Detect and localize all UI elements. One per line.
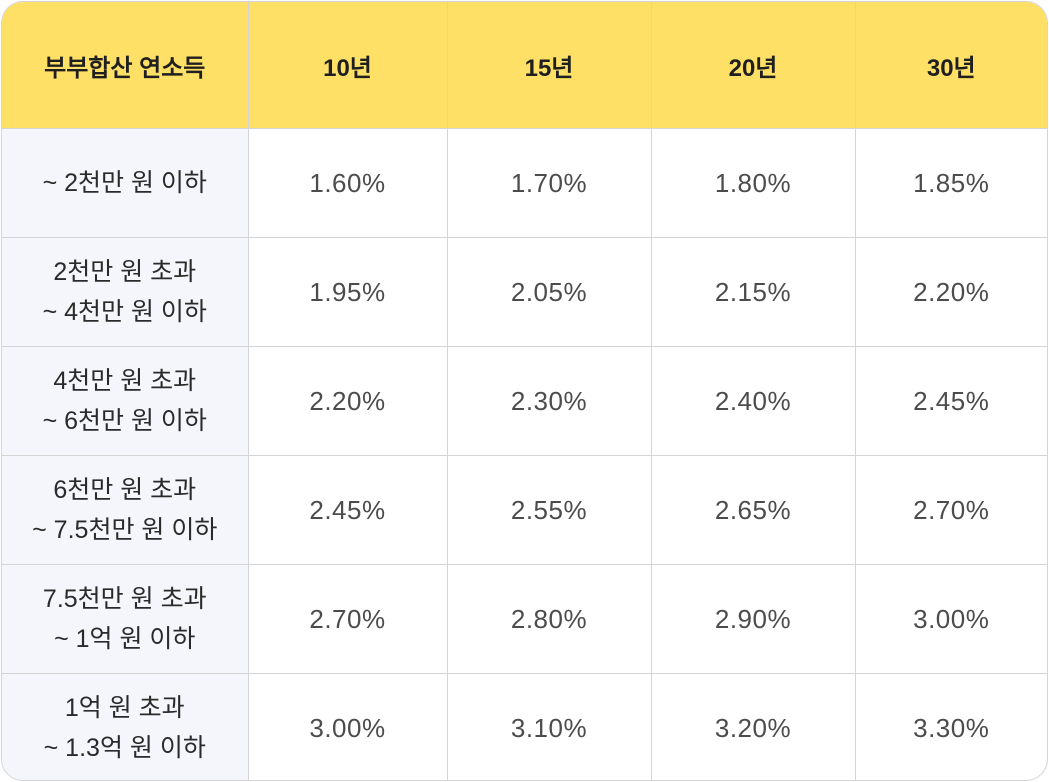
income-range-label: ~ 2천만 원 이하	[2, 128, 249, 238]
rate-cell: 2.15%	[651, 237, 856, 347]
rate-cell: 1.60%	[248, 128, 448, 238]
rate-cell: 1.85%	[855, 128, 1047, 238]
header-row: 부부합산 연소득 10년 15년 20년 30년	[2, 2, 1047, 129]
rate-cell: 3.00%	[248, 673, 448, 780]
income-range-label: 4천만 원 초과 ~ 6천만 원 이하	[2, 346, 249, 456]
income-range-label: 6천만 원 초과 ~ 7.5천만 원 이하	[2, 455, 249, 565]
label-line: ~ 1억 원 이하	[54, 625, 196, 653]
label-line: ~ 4천만 원 이하	[42, 298, 207, 326]
rate-cell: 2.40%	[651, 346, 856, 456]
table-row: 1억 원 초과 ~ 1.3억 원 이하 3.00% 3.10% 3.20% 3.…	[2, 673, 1047, 780]
label-line: ~ 1.3억 원 이하	[43, 734, 206, 763]
income-range-label: 2천만 원 초과 ~ 4천만 원 이하	[2, 237, 249, 347]
label-line: 7.5천만 원 초과	[42, 585, 207, 613]
table-row: 4천만 원 초과 ~ 6천만 원 이하 2.20% 2.30% 2.40% 2.…	[2, 346, 1047, 456]
header-10-years: 10년	[248, 2, 448, 129]
rate-cell: 3.10%	[447, 673, 652, 780]
label-line: 4천만 원 초과	[53, 367, 197, 395]
rate-cell: 2.55%	[447, 455, 652, 565]
header-15-years: 15년	[447, 2, 652, 129]
table-row: 6천만 원 초과 ~ 7.5천만 원 이하 2.45% 2.55% 2.65% …	[2, 455, 1047, 565]
rate-cell: 2.80%	[447, 564, 652, 674]
rate-cell: 1.95%	[248, 237, 448, 347]
income-range-label: 7.5천만 원 초과 ~ 1억 원 이하	[2, 564, 249, 674]
rate-cell: 3.20%	[651, 673, 856, 780]
label-line: ~ 7.5천만 원 이하	[32, 516, 218, 544]
rate-cell: 2.30%	[447, 346, 652, 456]
rate-cell: 1.80%	[651, 128, 856, 238]
header-30-years: 30년	[855, 2, 1047, 129]
rate-cell: 2.70%	[855, 455, 1047, 565]
label-line: 2천만 원 초과	[53, 258, 197, 286]
table-row: ~ 2천만 원 이하 1.60% 1.70% 1.80% 1.85%	[2, 128, 1047, 238]
label-line: ~ 6천만 원 이하	[42, 407, 207, 435]
header-income: 부부합산 연소득	[2, 2, 249, 129]
rate-cell: 2.90%	[651, 564, 856, 674]
table-row: 2천만 원 초과 ~ 4천만 원 이하 1.95% 2.05% 2.15% 2.…	[2, 237, 1047, 347]
income-range-label: 1억 원 초과 ~ 1.3억 원 이하	[2, 673, 249, 780]
rate-cell: 2.65%	[651, 455, 856, 565]
label-line: 6천만 원 초과	[53, 476, 197, 504]
rate-cell: 2.45%	[248, 455, 448, 565]
rate-cell: 2.05%	[447, 237, 652, 347]
rate-cell: 2.20%	[855, 237, 1047, 347]
rate-cell: 1.70%	[447, 128, 652, 238]
rate-cell: 2.70%	[248, 564, 448, 674]
rate-cell: 2.45%	[855, 346, 1047, 456]
label-line: ~ 2천만 원 이하	[42, 169, 207, 197]
rate-cell: 3.30%	[913, 712, 990, 743]
header-20-years: 20년	[651, 2, 856, 129]
label-line: 1억 원 초과	[64, 694, 185, 723]
rate-cell: 3.00%	[855, 564, 1047, 674]
table-row: 7.5천만 원 초과 ~ 1억 원 이하 2.70% 2.80% 2.90% 3…	[2, 564, 1047, 674]
rate-cell: 2.20%	[248, 346, 448, 456]
